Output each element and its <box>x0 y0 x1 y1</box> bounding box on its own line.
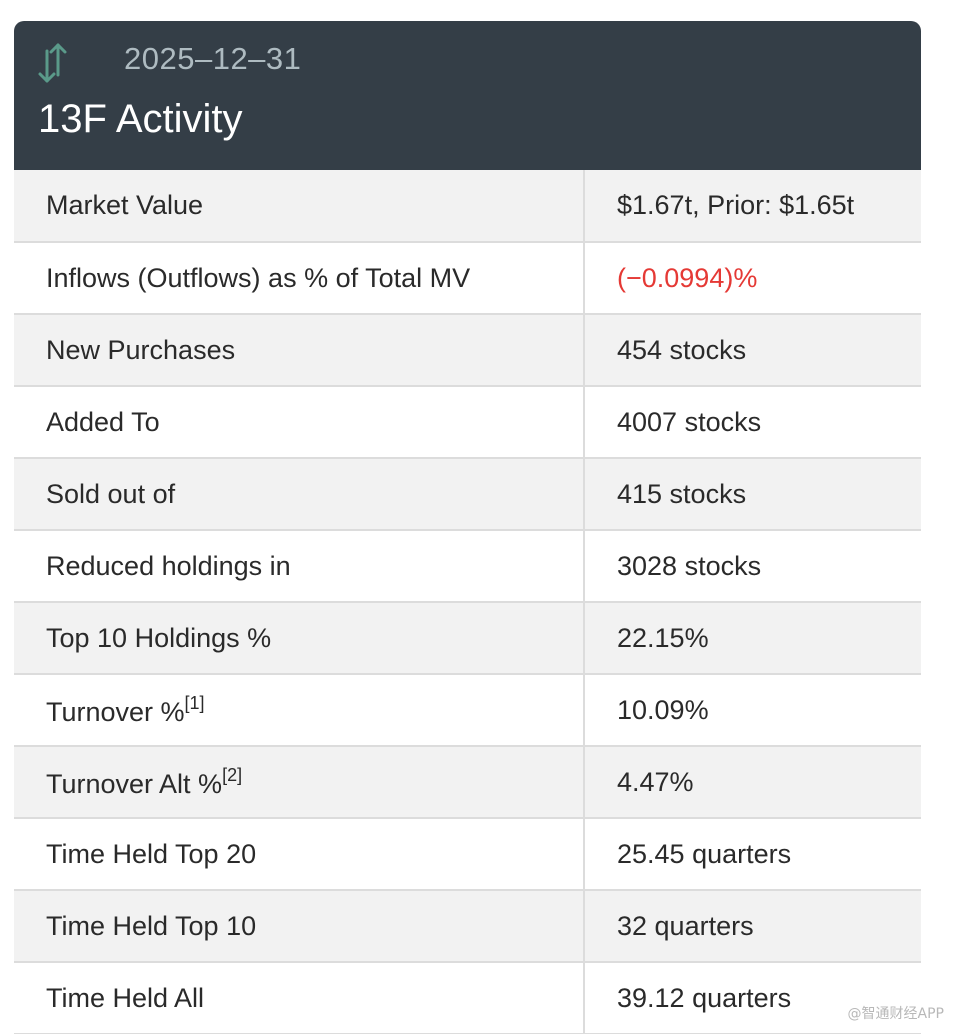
row-label: Top 10 Holdings % <box>14 602 585 675</box>
table-row: Added To 4007 stocks <box>14 386 921 459</box>
row-value: 39.12 quarters <box>584 962 921 1034</box>
watermark: @智通财经APP <box>847 1006 944 1022</box>
row-value: 415 stocks <box>584 458 921 531</box>
row-value: $1.67t, Prior: $1.65t <box>584 170 921 243</box>
table-row: Inflows (Outflows) as % of Total MV (−0.… <box>14 242 921 315</box>
row-label: Reduced holdings in <box>14 530 585 603</box>
table-row: Turnover Alt %[2] 4.47% <box>14 746 921 819</box>
row-value: 3028 stocks <box>584 530 921 603</box>
table-row: Turnover %[1] 10.09% <box>14 674 921 747</box>
row-label: Time Held Top 10 <box>14 890 585 963</box>
table-row: Top 10 Holdings % 22.15% <box>14 602 921 675</box>
report-date: 2025–12–31 <box>124 41 302 76</box>
table-row: Time Held All 39.12 quarters <box>14 962 921 1034</box>
row-value: 454 stocks <box>584 314 921 387</box>
activity-card: 2025–12–31 13F Activity Market Value $1.… <box>14 21 921 1034</box>
row-label: Inflows (Outflows) as % of Total MV <box>14 242 585 315</box>
up-down-arrows-icon <box>38 43 67 83</box>
card-header: 2025–12–31 13F Activity <box>14 21 921 170</box>
row-label: Turnover Alt %[2] <box>14 746 585 819</box>
row-label: Sold out of <box>14 458 585 531</box>
table-row: New Purchases 454 stocks <box>14 314 921 387</box>
table-row: Time Held Top 10 32 quarters <box>14 890 921 963</box>
table-row: Reduced holdings in 3028 stocks <box>14 530 921 603</box>
row-value: 22.15% <box>584 602 921 675</box>
row-label: Time Held Top 20 <box>14 818 585 891</box>
card-title: 13F Activity <box>38 97 243 141</box>
row-value: 4.47% <box>584 746 921 819</box>
row-label: Turnover %[1] <box>14 674 585 747</box>
row-label: Market Value <box>14 170 585 243</box>
table-row: Market Value $1.67t, Prior: $1.65t <box>14 170 921 243</box>
row-value: 25.45 quarters <box>584 818 921 891</box>
footnote-link-1[interactable]: [1] <box>184 692 205 713</box>
row-value: 4007 stocks <box>584 386 921 459</box>
row-value: 32 quarters <box>584 890 921 963</box>
row-label: Time Held All <box>14 962 585 1034</box>
row-value: 10.09% <box>584 674 921 747</box>
row-label: Added To <box>14 386 585 459</box>
table-row: Time Held Top 20 25.45 quarters <box>14 818 921 891</box>
row-value: (−0.0994)% <box>584 242 921 315</box>
table-row: Sold out of 415 stocks <box>14 458 921 531</box>
footnote-link-2[interactable]: [2] <box>222 764 243 785</box>
activity-table: Market Value $1.67t, Prior: $1.65t Inflo… <box>14 170 921 1034</box>
row-label: New Purchases <box>14 314 585 387</box>
